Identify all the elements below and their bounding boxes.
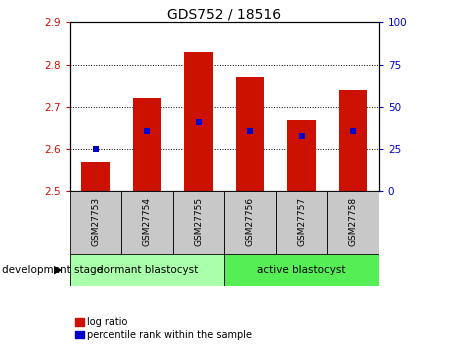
Bar	[70, 191, 121, 254]
Bar	[225, 254, 379, 286]
Point	[195, 119, 202, 125]
Text: GSM27753: GSM27753	[91, 197, 100, 246]
Bar	[327, 191, 379, 254]
Text: GSM27757: GSM27757	[297, 197, 306, 246]
Text: GSM27755: GSM27755	[194, 197, 203, 246]
Title: GDS752 / 18516: GDS752 / 18516	[167, 7, 281, 21]
Bar	[184, 52, 213, 191]
Legend: log ratio, percentile rank within the sample: log ratio, percentile rank within the sa…	[75, 317, 253, 340]
Bar	[276, 191, 327, 254]
Text: GSM27758: GSM27758	[349, 197, 358, 246]
Text: dormant blastocyst: dormant blastocyst	[97, 265, 198, 275]
Bar	[339, 90, 367, 191]
Bar	[133, 98, 161, 191]
Bar	[225, 191, 276, 254]
Text: GSM27754: GSM27754	[143, 197, 152, 246]
Point	[247, 128, 254, 134]
Point	[92, 146, 99, 152]
Bar	[70, 254, 225, 286]
Text: active blastocyst: active blastocyst	[258, 265, 346, 275]
Bar	[173, 191, 225, 254]
Text: GSM27756: GSM27756	[246, 197, 255, 246]
Bar	[287, 120, 316, 191]
Text: development stage: development stage	[2, 265, 103, 275]
Text: ▶: ▶	[55, 265, 63, 275]
Bar	[121, 191, 173, 254]
Point	[298, 133, 305, 138]
Bar	[236, 77, 264, 191]
Point	[143, 128, 151, 134]
Point	[350, 128, 357, 134]
Bar	[82, 162, 110, 191]
